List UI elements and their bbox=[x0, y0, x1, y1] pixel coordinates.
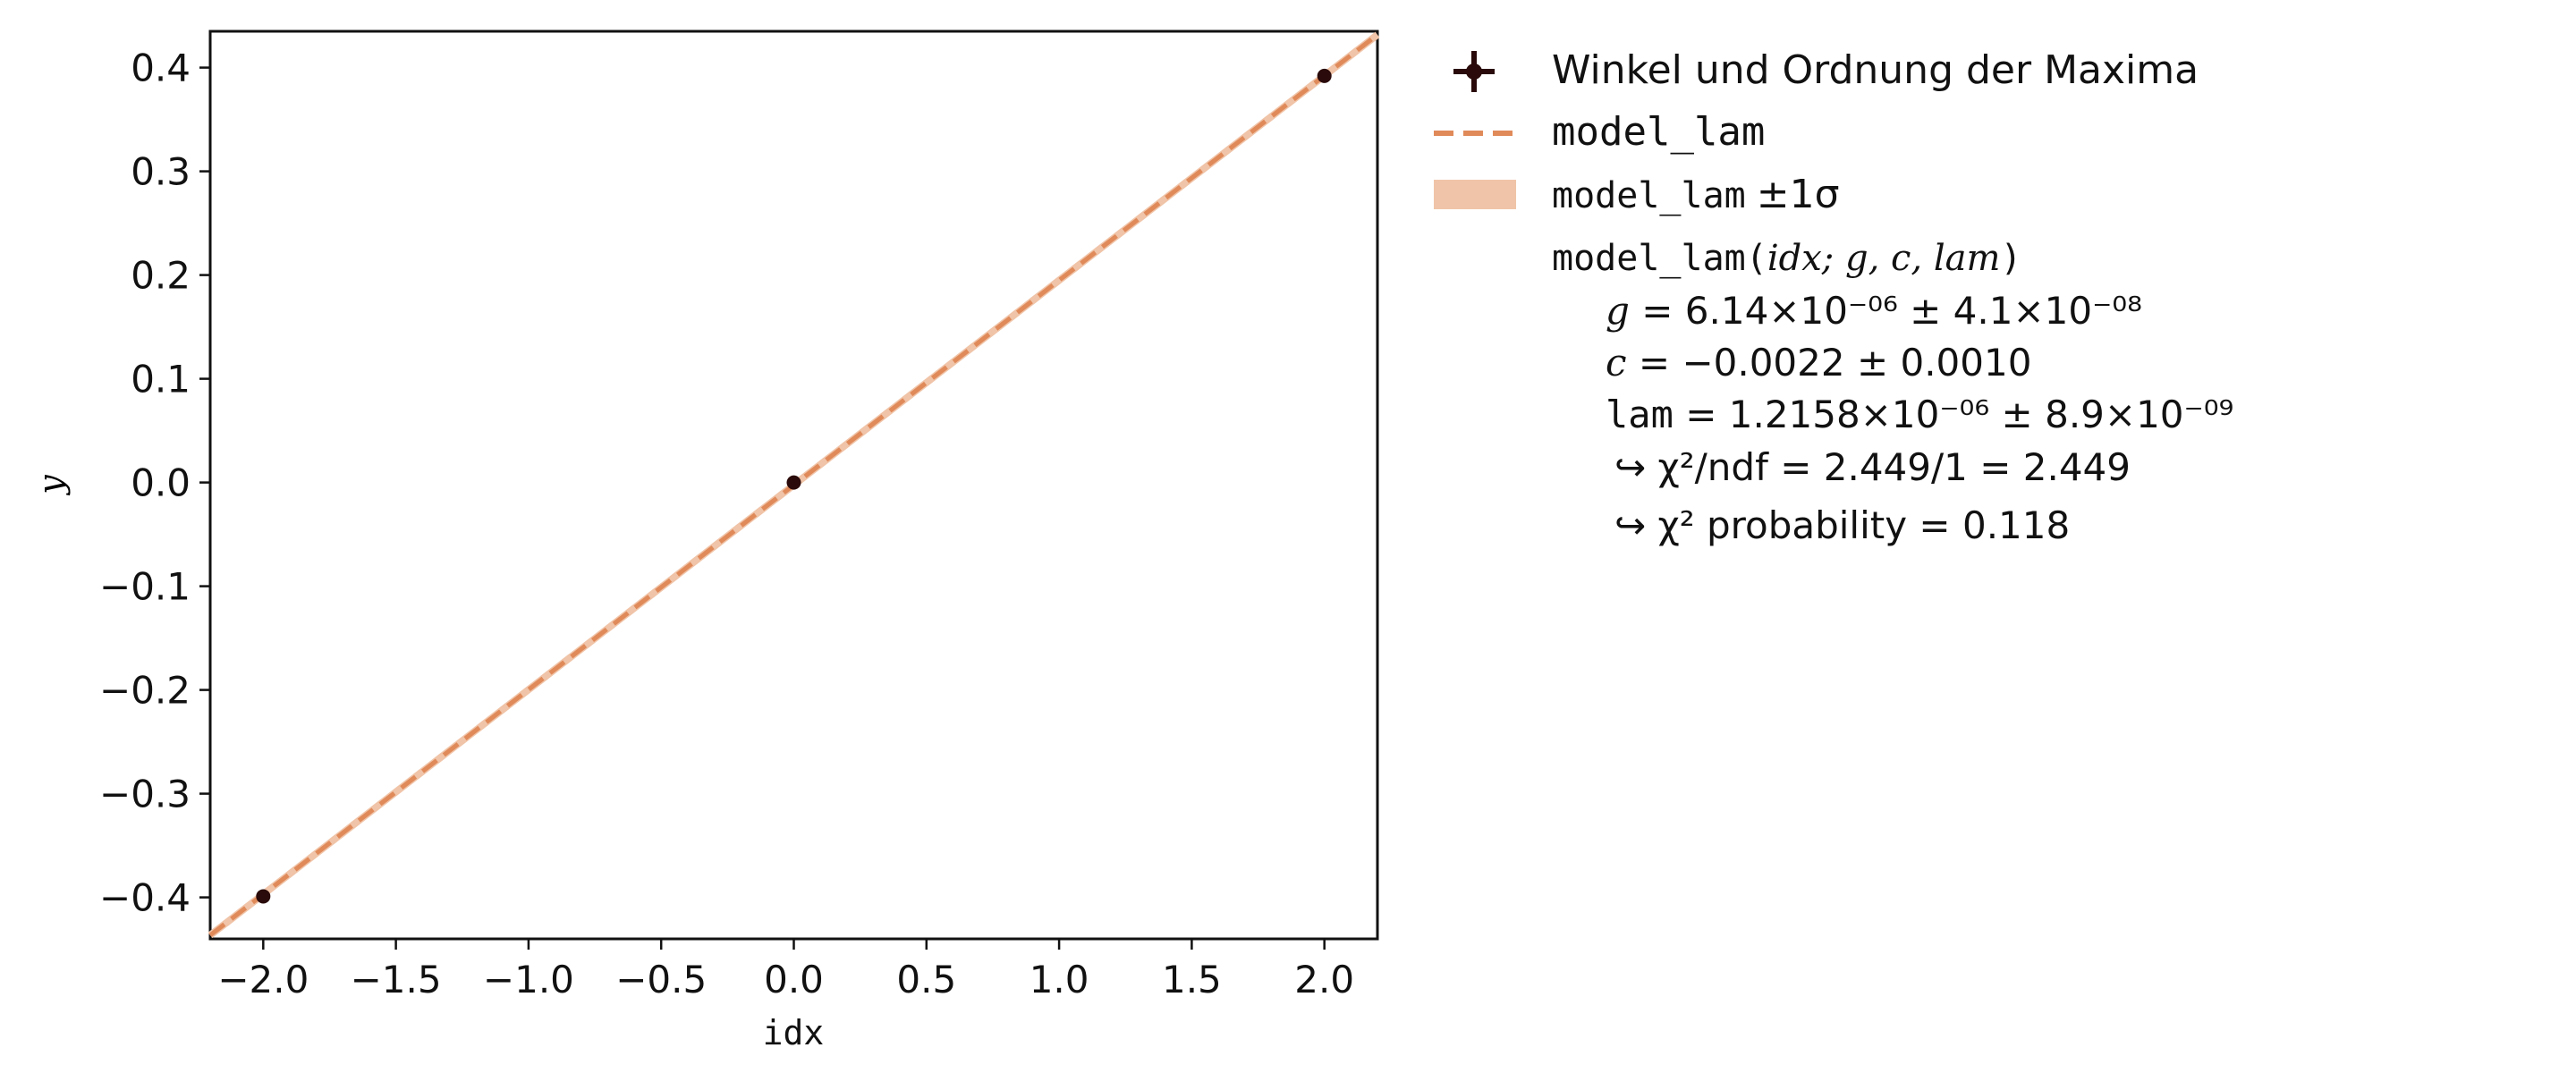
y-axis-label: y bbox=[31, 475, 71, 496]
legend-label-data: Winkel und Ordnung der Maxima bbox=[1552, 47, 2199, 93]
fit-param-name: c bbox=[1606, 341, 1627, 384]
band-label-suffix: ±1σ bbox=[1757, 172, 1840, 217]
y-tick-label: −0.3 bbox=[99, 773, 191, 816]
fit-param-equals: = bbox=[1674, 393, 1729, 436]
legend: Winkel und Ordnung der Maxima model_lam … bbox=[1434, 47, 2233, 547]
fit-param: lam = 1.2158×10⁻⁰⁶ ± 8.9×10⁻⁰⁹ bbox=[1606, 393, 2233, 436]
legend-item-data: Winkel und Ordnung der Maxima bbox=[1453, 47, 2199, 93]
y-tick-label: 0.2 bbox=[131, 254, 191, 298]
legend-label-model: model_lam bbox=[1552, 109, 1765, 155]
y-axis: −0.4 −0.3 −0.2 −0.1 0.0 0.1 0.2 0.3 0.4 bbox=[99, 46, 210, 920]
fit-header-prefix: model_lam( bbox=[1552, 238, 1767, 279]
x-tick-label: 1.0 bbox=[1030, 958, 1089, 1001]
x-tick-label: 2.0 bbox=[1294, 958, 1354, 1001]
legend-marker-icon bbox=[1466, 63, 1482, 80]
x-tick-label: −0.5 bbox=[615, 958, 707, 1001]
chi2-ndf: ↪ χ²/ndf = 2.449/1 = 2.449 bbox=[1614, 445, 2131, 489]
y-tick-label: −0.4 bbox=[99, 876, 191, 920]
fit-param-name: lam bbox=[1606, 393, 1674, 436]
data-point bbox=[1317, 68, 1332, 83]
fit-param-value: 6.14×10⁻⁰⁶ ± 4.1×10⁻⁰⁸ bbox=[1685, 289, 2142, 333]
fit-header-suffix: ) bbox=[2000, 238, 2021, 279]
x-tick-label: 0.0 bbox=[764, 958, 824, 1001]
x-axis: −2.0 −1.5 −1.0 −0.5 0.0 0.5 1.0 1.5 2.0 bbox=[217, 939, 1354, 1001]
chart-marks bbox=[208, 31, 1380, 939]
data-point bbox=[256, 889, 271, 904]
fit-header-args: idx; g, c, lam bbox=[1767, 238, 2001, 279]
y-tick-label: −0.2 bbox=[99, 669, 191, 713]
legend-item-model: model_lam bbox=[1434, 109, 1765, 155]
y-tick-label: 0.1 bbox=[131, 358, 191, 401]
x-tick-label: −1.5 bbox=[351, 958, 442, 1001]
x-tick-label: 1.5 bbox=[1162, 958, 1222, 1001]
x-tick-label: 0.5 bbox=[896, 958, 956, 1001]
y-tick-label: 0.0 bbox=[131, 461, 191, 505]
fit-param-equals: = bbox=[1630, 289, 1685, 333]
data-point bbox=[786, 475, 801, 490]
fit-param: c = −0.0022 ± 0.0010 bbox=[1606, 341, 2031, 384]
x-tick-label: −1.0 bbox=[483, 958, 574, 1001]
fit-param-equals: = bbox=[1627, 341, 1682, 384]
x-axis-label: idx bbox=[763, 1013, 825, 1052]
band-label-prefix: model_lam bbox=[1552, 175, 1746, 216]
fit-params: g = 6.14×10⁻⁰⁶ ± 4.1×10⁻⁰⁸ c = −0.0022 ± … bbox=[1606, 289, 2233, 436]
chi2-probability: ↪ χ² probability = 0.118 bbox=[1614, 503, 2070, 547]
legend-band-swatch bbox=[1434, 180, 1516, 209]
legend-label-band: model_lam ±1σ bbox=[1552, 172, 1840, 217]
x-tick-label: −2.0 bbox=[217, 958, 309, 1001]
plot-area: −2.0 −1.5 −1.0 −0.5 0.0 0.5 1.0 1.5 2.0 −0.4 −0.3… bbox=[99, 30, 1380, 1001]
y-tick-label: −0.1 bbox=[99, 565, 191, 609]
legend-item-band: model_lam ±1σ bbox=[1434, 172, 1840, 217]
fit-header: model_lam(idx; g, c, lam) bbox=[1552, 238, 2022, 279]
fit-results: model_lam(idx; g, c, lam) g = 6.14×10⁻⁰⁶… bbox=[1552, 238, 2233, 547]
fit-param: g = 6.14×10⁻⁰⁶ ± 4.1×10⁻⁰⁸ bbox=[1606, 289, 2142, 333]
fit-param-name: g bbox=[1606, 289, 1630, 333]
fit-param-value: 1.2158×10⁻⁰⁶ ± 8.9×10⁻⁰⁹ bbox=[1729, 393, 2234, 436]
fit-param-value: −0.0022 ± 0.0010 bbox=[1682, 341, 2031, 384]
y-tick-label: 0.4 bbox=[131, 46, 191, 90]
y-tick-label: 0.3 bbox=[131, 150, 191, 194]
